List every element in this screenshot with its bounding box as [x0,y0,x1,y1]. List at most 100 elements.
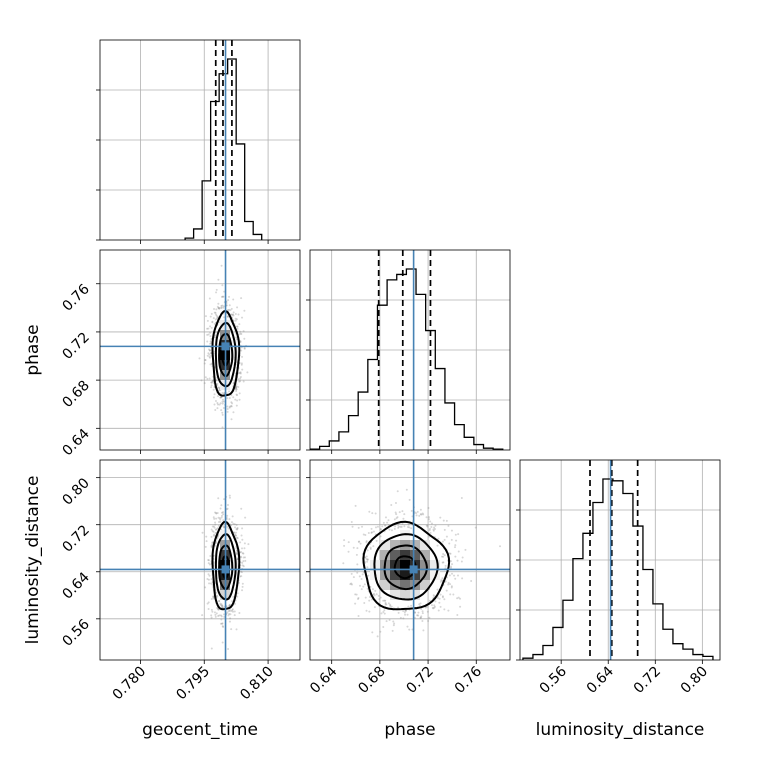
sample-point [206,354,209,357]
sample-point [444,580,447,583]
sample-point [218,403,221,406]
sample-point [239,377,242,380]
sample-point [392,620,395,623]
sample-point [228,603,231,606]
sample-point [241,527,244,530]
sample-point [228,604,231,607]
density-bin [400,580,410,590]
sample-point [379,535,382,538]
sample-point [223,290,226,293]
sample-point [221,391,224,394]
sample-point [223,316,226,319]
sample-point [218,306,221,309]
sample-point [208,377,211,380]
sample-point [206,340,209,343]
sample-point [442,561,445,564]
sample-point [221,284,224,287]
sample-point [230,313,233,316]
density-bin [380,540,390,550]
sample-point [211,541,214,544]
sample-point [220,304,223,307]
sample-point [234,398,237,401]
sample-point [228,295,231,298]
sample-point [441,540,444,543]
sample-point [384,524,387,527]
sample-point [212,597,215,600]
density-bin [420,550,430,560]
sample-point [365,540,368,543]
sample-point [204,358,207,361]
sample-point [212,388,215,391]
sample-point [368,510,371,513]
sample-point [238,371,241,374]
sample-point [365,541,368,544]
sample-point [425,524,428,527]
y-tick-label: 0.76 [59,281,92,314]
density-bin [410,570,420,580]
sample-point [235,393,238,396]
sample-point [214,511,217,514]
sample-point [221,413,224,416]
sample-point [239,330,242,333]
sample-point [215,591,218,594]
sample-point [221,622,224,625]
sample-point [357,598,360,601]
density-bin [400,560,410,570]
sample-point [208,356,211,359]
sample-point [449,565,452,568]
sample-point [238,398,241,401]
sample-point [370,531,373,534]
sample-point [212,525,215,528]
sample-point [365,609,368,612]
sample-point [217,278,220,281]
sample-point [403,611,406,614]
sample-point [231,402,234,405]
sample-point [234,317,237,320]
sample-point [461,577,464,580]
x-tick-label: 0.56 [537,663,570,696]
sample-point [457,550,460,553]
sample-point [399,616,402,619]
sample-point [439,605,442,608]
sample-point [216,595,219,598]
sample-point [343,544,346,547]
sample-point [379,630,382,633]
sample-point [403,513,406,516]
sample-point [211,525,214,528]
panel-frame [99,459,301,661]
sample-point [239,541,242,544]
density-bin [400,570,410,580]
sample-point [433,526,436,529]
sample-point [215,291,218,294]
sample-point [394,511,397,514]
sample-point [213,517,216,520]
sample-point [214,336,217,339]
sample-point [364,533,367,536]
grid-lines [520,460,720,660]
sample-point [235,318,238,321]
sample-point [379,528,382,531]
sample-point [422,513,425,516]
sample-point [209,352,212,355]
sample-point [240,571,243,574]
sample-point [212,530,215,533]
sample-point [211,541,214,544]
sample-point [444,564,447,567]
sample-point [208,353,211,356]
sample-point [236,327,239,330]
sample-point [217,608,220,611]
sample-point [218,600,221,603]
sample-point [442,552,445,555]
sample-point [227,614,230,617]
sample-point [395,513,398,516]
sample-point [242,552,245,555]
sample-point [226,525,229,528]
sample-point [383,599,386,602]
sample-point [235,389,238,392]
sample-point [218,614,221,617]
sample-point [449,583,452,586]
sample-point [366,558,369,561]
sample-point [243,347,246,350]
sample-point [219,520,222,523]
sample-point [443,528,446,531]
